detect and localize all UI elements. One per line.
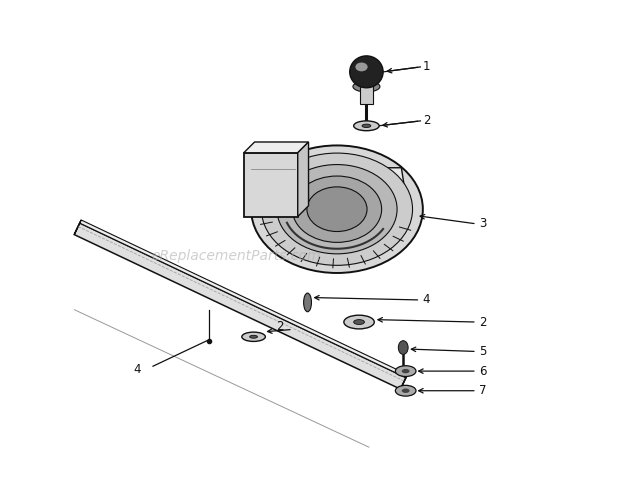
Ellipse shape (251, 146, 423, 273)
Text: 4: 4 (133, 363, 141, 376)
Text: 1: 1 (423, 61, 430, 73)
Ellipse shape (362, 124, 371, 127)
Text: 4: 4 (423, 293, 430, 307)
Bar (360, 85, 373, 104)
Ellipse shape (344, 315, 374, 329)
Ellipse shape (402, 369, 410, 373)
Polygon shape (80, 220, 407, 377)
Ellipse shape (396, 385, 416, 396)
Ellipse shape (293, 176, 382, 243)
Polygon shape (298, 142, 309, 216)
Text: 2: 2 (276, 320, 283, 334)
Polygon shape (74, 220, 81, 235)
Ellipse shape (304, 293, 311, 312)
Bar (244, 153, 298, 216)
Ellipse shape (396, 366, 416, 376)
Ellipse shape (307, 187, 367, 232)
Ellipse shape (353, 81, 380, 92)
Ellipse shape (350, 56, 383, 88)
Ellipse shape (402, 389, 410, 393)
Ellipse shape (277, 164, 397, 254)
Ellipse shape (398, 340, 408, 354)
Ellipse shape (242, 332, 265, 341)
Ellipse shape (353, 320, 365, 325)
Ellipse shape (353, 121, 379, 131)
Text: 2: 2 (423, 115, 430, 127)
Polygon shape (74, 223, 406, 389)
Ellipse shape (250, 335, 257, 338)
Polygon shape (244, 142, 309, 153)
Text: 7: 7 (479, 384, 487, 397)
Text: 2: 2 (479, 315, 487, 329)
Ellipse shape (262, 153, 412, 265)
Text: eReplacementParts.com: eReplacementParts.com (152, 249, 321, 263)
Polygon shape (401, 374, 407, 389)
Polygon shape (258, 168, 407, 209)
Ellipse shape (355, 62, 368, 71)
Text: 6: 6 (479, 365, 487, 377)
Text: 5: 5 (479, 345, 487, 358)
Text: 3: 3 (479, 217, 487, 230)
